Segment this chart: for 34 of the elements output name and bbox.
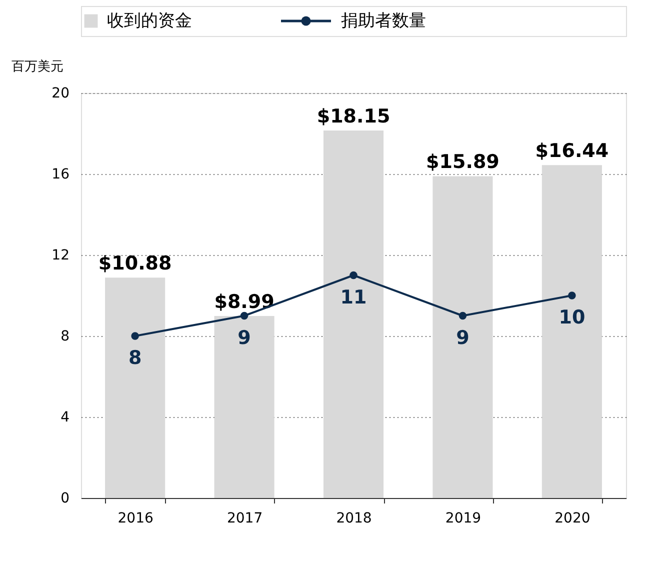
- point: [458, 312, 467, 320]
- data-label: $18.15: [316, 105, 390, 128]
- bar: [542, 165, 602, 498]
- y-axis-title: 百万美元: [12, 58, 64, 74]
- data-label: $15.89: [426, 151, 500, 174]
- y-tick-label: 20: [52, 86, 70, 102]
- data-label: 9: [238, 326, 251, 349]
- data-label: 11: [340, 286, 367, 308]
- data-label: 10: [558, 306, 586, 328]
- point: [350, 271, 358, 280]
- x-tick-label: 2017: [226, 510, 263, 526]
- bar: [432, 176, 493, 498]
- x-tick-label: 2018: [336, 510, 372, 526]
- legend-label: 捐助者数量: [341, 11, 426, 31]
- bar: [214, 316, 274, 498]
- point: [568, 292, 576, 300]
- x-tick-label: 2016: [118, 510, 154, 526]
- x-tick-label: 2020: [554, 510, 590, 526]
- data-label: $8.99: [214, 290, 274, 313]
- y-tick-label: 4: [60, 410, 70, 426]
- x-tick-label: 2019: [445, 510, 482, 526]
- legend-label: 收到的资金: [107, 11, 192, 31]
- bar: [105, 278, 166, 498]
- y-tick-label: 8: [60, 328, 70, 344]
- data-label: $10.88: [98, 252, 172, 275]
- data-label: $16.44: [535, 140, 609, 162]
- bar: [323, 130, 384, 498]
- y-tick-label: 16: [52, 166, 70, 182]
- point: [240, 312, 248, 320]
- data-label: 8: [128, 347, 142, 369]
- data-label: 9: [456, 326, 470, 349]
- point: [131, 332, 139, 340]
- y-tick-label: 12: [52, 248, 70, 264]
- y-tick-label: 0: [60, 490, 70, 506]
